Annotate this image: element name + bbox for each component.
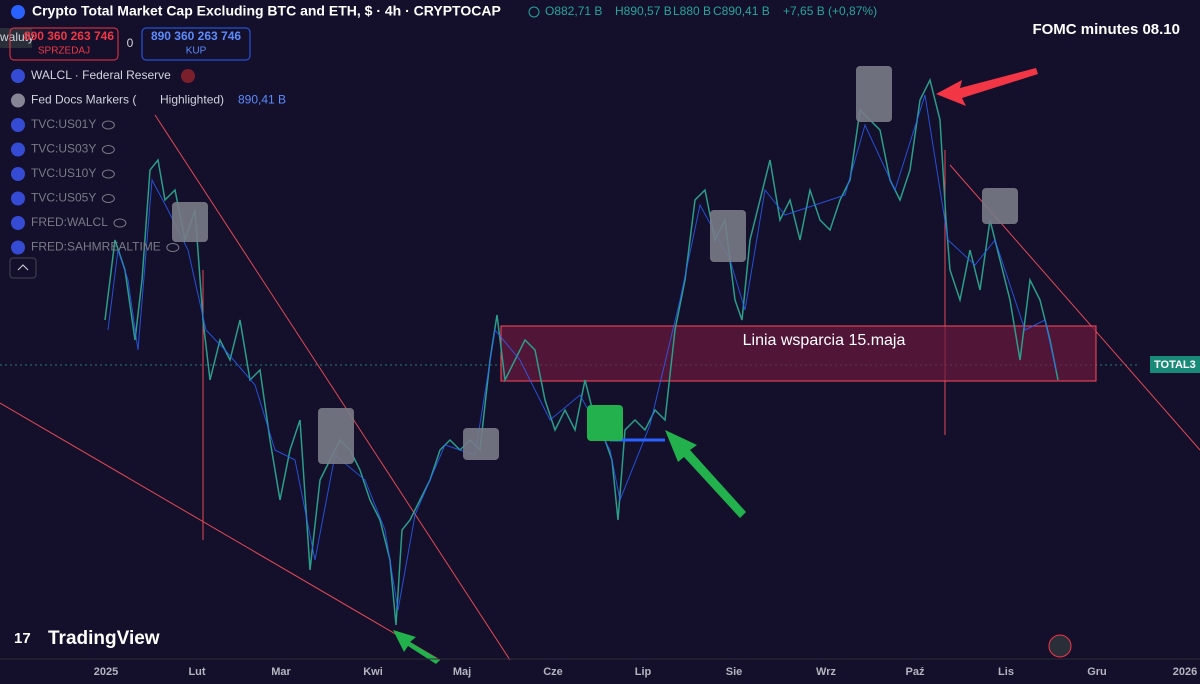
indicator-label: TVC:US01Y bbox=[31, 117, 96, 131]
price-series-shadow bbox=[107, 94, 1057, 611]
flag-icon bbox=[11, 69, 25, 83]
currency-label: waluty bbox=[0, 30, 34, 44]
sell-button[interactable] bbox=[9, 27, 119, 61]
x-axis-label: Cze bbox=[543, 666, 563, 678]
ohlc-close: C890,41 B bbox=[713, 4, 770, 18]
hidden-icon bbox=[101, 145, 115, 154]
logo-mark: 17 bbox=[14, 630, 31, 647]
buy-button[interactable] bbox=[141, 27, 251, 61]
fed-markers bbox=[172, 66, 1018, 464]
x-axis-label: Maj bbox=[453, 666, 471, 678]
indicator-label: TVC:US10Y bbox=[31, 166, 96, 180]
indicator-value: 890,41 B bbox=[238, 93, 286, 107]
x-axis-label: Wrz bbox=[816, 666, 836, 678]
hidden-icon bbox=[113, 218, 127, 228]
indicator-label: TVC:US05Y bbox=[31, 191, 96, 205]
x-axis-label: Lut bbox=[188, 666, 205, 678]
hidden-icon bbox=[166, 243, 180, 252]
x-axis-label: 2026 bbox=[1173, 666, 1197, 678]
support-zone bbox=[500, 325, 1097, 382]
indicator-list: WALCL · Federal Reserve Fed Docs Markers … bbox=[11, 68, 286, 255]
ohlc-high: H890,57 B bbox=[615, 4, 672, 18]
indicator-label: TVC:US03Y bbox=[31, 142, 96, 156]
indicator-label: WALCL · Federal Reserve bbox=[31, 68, 171, 82]
spread: 0 bbox=[127, 36, 134, 50]
hidden-icon bbox=[101, 169, 115, 179]
flag-icon bbox=[11, 216, 25, 230]
sell-label: SPRZEDAJ bbox=[38, 46, 90, 57]
buy-label: KUP bbox=[186, 46, 207, 57]
sell-price: 890 360 263 746 bbox=[24, 29, 114, 43]
logo: TradingView bbox=[48, 628, 160, 649]
support-label: Linia wsparcia 15.maja bbox=[743, 332, 906, 349]
indicator-label: Fed Docs Markers ( bbox=[31, 93, 136, 107]
fomc-annotation: FOMC minutes 08.10 bbox=[1032, 21, 1180, 38]
arrow bbox=[393, 630, 440, 664]
flag-icon[interactable] bbox=[1048, 634, 1072, 658]
flag-icon bbox=[11, 191, 25, 206]
x-axis-label: Lip bbox=[635, 666, 652, 678]
trendline bbox=[154, 114, 511, 661]
flag-icon bbox=[11, 93, 25, 108]
currency-chip[interactable] bbox=[0, 28, 32, 48]
buy-price: 890 360 263 746 bbox=[151, 29, 241, 43]
indicator-extra: Highlighted) bbox=[160, 93, 224, 107]
x-axis-label: Paź bbox=[906, 666, 925, 678]
x-axis-label: Kwi bbox=[363, 666, 383, 678]
x-axis-label: 2025 bbox=[94, 666, 118, 678]
symbol-icon bbox=[11, 5, 25, 19]
trendline bbox=[0, 402, 441, 661]
arrow bbox=[665, 430, 746, 518]
indicator-label: FRED:SAHMREALTIME bbox=[31, 240, 161, 254]
ohlc-change: +7,65 B (+0,87%) bbox=[783, 4, 877, 18]
arrow bbox=[936, 68, 1038, 106]
x-axis-label: Gru bbox=[1087, 666, 1107, 678]
price-series bbox=[104, 77, 1059, 626]
flag-icon bbox=[11, 167, 25, 181]
price-tag bbox=[1150, 356, 1200, 373]
collapse-icon bbox=[17, 264, 29, 271]
flag-icon bbox=[11, 118, 25, 132]
flag-icon bbox=[11, 142, 25, 157]
alert-icon bbox=[181, 69, 195, 83]
fed-marker-highlight bbox=[587, 405, 623, 441]
x-axis-label: Lis bbox=[998, 666, 1014, 678]
collapse-button[interactable] bbox=[9, 257, 37, 279]
chart-title: Crypto Total Market Cap Excluding BTC an… bbox=[32, 3, 501, 19]
hidden-icon bbox=[101, 120, 115, 130]
ohlc-open: O882,71 B bbox=[545, 4, 602, 18]
x-axis-label: Sie bbox=[726, 666, 743, 678]
indicator-label: FRED:WALCL bbox=[31, 215, 108, 229]
status-dot bbox=[528, 6, 540, 18]
ohlc-low: L880 B bbox=[673, 4, 711, 18]
x-axis: 2025 Lut Mar Kwi Maj Cze Lip Sie Wrz Paź Lis Gru 202… bbox=[94, 666, 1197, 678]
price-tag-label: TOTAL3 bbox=[1154, 359, 1196, 371]
flag-icon bbox=[11, 240, 25, 255]
x-axis-label: Mar bbox=[271, 666, 291, 678]
hidden-icon bbox=[101, 194, 115, 203]
